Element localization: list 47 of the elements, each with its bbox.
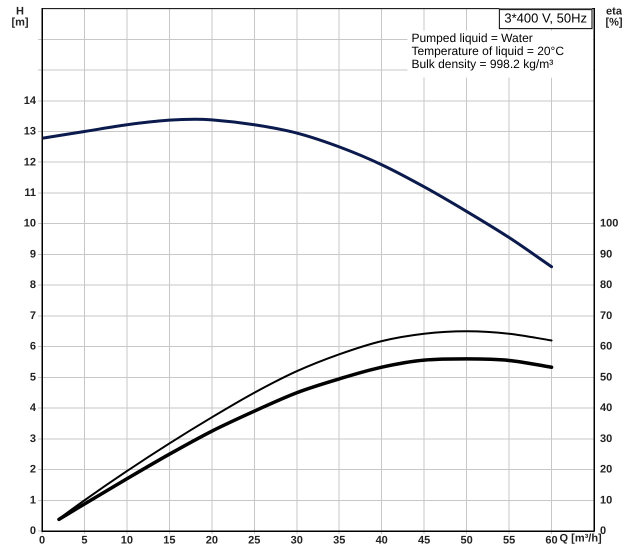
y-tick-label: 12 (24, 156, 36, 168)
y2-axis-title: eta [%] (605, 6, 623, 29)
x-tick-label: 15 (163, 534, 176, 547)
y2-tick-label: 100 (600, 218, 618, 230)
y-tick-label: 1 (30, 494, 36, 506)
y2-tick-label: 40 (600, 402, 612, 414)
x-tick-label: 50 (460, 534, 473, 547)
y2-tick-label: 60 (600, 340, 612, 353)
annotation: Pumped liquid = Water (411, 30, 533, 45)
annotation: Temperature of liquid = 20°C (411, 44, 564, 58)
y-tick-label: 6 (30, 340, 36, 353)
x-tick-label: 45 (418, 534, 430, 547)
line-series (42, 118, 554, 268)
y2-tick-label: 30 (600, 432, 612, 445)
y-tick-label: 3 (30, 432, 36, 445)
x-axis-title: Q [m³/h] (560, 532, 602, 545)
y2-tick-label: 10 (600, 494, 612, 506)
y-tick-label: 13 (24, 126, 36, 138)
y2-tick-label: 20 (600, 464, 612, 476)
y-tick-label: 9 (30, 248, 36, 260)
y-tick-label: 8 (30, 279, 36, 292)
y-tick-label: 0 (30, 525, 36, 538)
y-tick-label: 10 (24, 218, 36, 230)
x-tick-label: 25 (248, 534, 260, 547)
x-tick-label: 35 (333, 534, 346, 547)
y2-tick-label: 80 (600, 279, 612, 292)
y2-tick-label: 70 (600, 310, 612, 322)
x-tick-label: 0 (38, 534, 46, 547)
y-tick-label: 4 (30, 402, 37, 414)
y-tick-label: 14 (24, 94, 37, 107)
y2-tick-label: 50 (600, 371, 612, 384)
y2-tick-label: 0 (600, 525, 606, 538)
y-tick-label: 7 (30, 310, 36, 322)
x-tick-label: 40 (376, 534, 388, 547)
y2-tick-label: 90 (600, 248, 612, 260)
annotation: Bulk density = 998.2 kg/m³ (411, 56, 554, 71)
x-tick-label: 5 (81, 534, 88, 547)
chart-title: 3*400 V, 50Hz (504, 10, 587, 26)
y-tick-label: 5 (30, 371, 36, 384)
y-tick-label: 2 (30, 464, 36, 476)
x-tick-label: 55 (502, 534, 516, 547)
x-tick-label: 10 (120, 534, 134, 547)
y-axis-title: H [m] (11, 6, 29, 29)
x-tick-label: 60 (545, 534, 558, 547)
y-tick-label: 11 (24, 187, 36, 200)
x-tick-label: 30 (290, 534, 303, 547)
x-tick-label: 20 (206, 534, 218, 547)
